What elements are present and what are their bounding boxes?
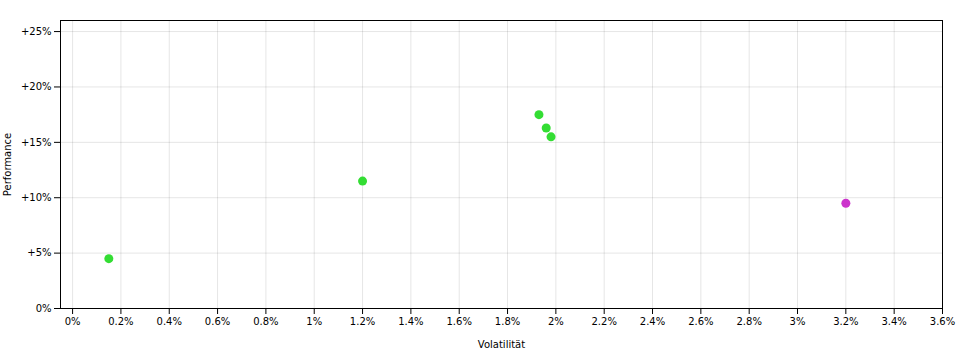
svg-text:0.4%: 0.4% — [157, 316, 182, 327]
svg-text:+15%: +15% — [21, 137, 52, 148]
svg-text:Volatilität: Volatilität — [478, 339, 525, 350]
svg-text:+5%: +5% — [27, 247, 51, 258]
svg-text:3.6%: 3.6% — [930, 316, 955, 327]
svg-text:3.4%: 3.4% — [881, 316, 906, 327]
svg-text:2.4%: 2.4% — [640, 316, 665, 327]
svg-text:+20%: +20% — [21, 81, 52, 92]
svg-text:Performance: Performance — [2, 133, 13, 196]
svg-text:3%: 3% — [790, 316, 806, 327]
svg-text:0.6%: 0.6% — [205, 316, 230, 327]
svg-text:1.4%: 1.4% — [398, 316, 423, 327]
svg-text:+10%: +10% — [21, 192, 52, 203]
svg-text:3.2%: 3.2% — [833, 316, 858, 327]
svg-text:1.2%: 1.2% — [350, 316, 375, 327]
svg-text:1.6%: 1.6% — [447, 316, 472, 327]
svg-text:0.2%: 0.2% — [108, 316, 133, 327]
svg-text:2.8%: 2.8% — [736, 316, 761, 327]
svg-text:0%: 0% — [65, 316, 81, 327]
svg-text:1%: 1% — [306, 316, 322, 327]
svg-text:2.6%: 2.6% — [688, 316, 713, 327]
svg-text:0%: 0% — [36, 303, 52, 314]
svg-text:2%: 2% — [548, 316, 564, 327]
svg-text:1.8%: 1.8% — [495, 316, 520, 327]
svg-text:0.8%: 0.8% — [253, 316, 278, 327]
svg-text:+25%: +25% — [21, 26, 52, 37]
svg-text:2.2%: 2.2% — [591, 316, 616, 327]
